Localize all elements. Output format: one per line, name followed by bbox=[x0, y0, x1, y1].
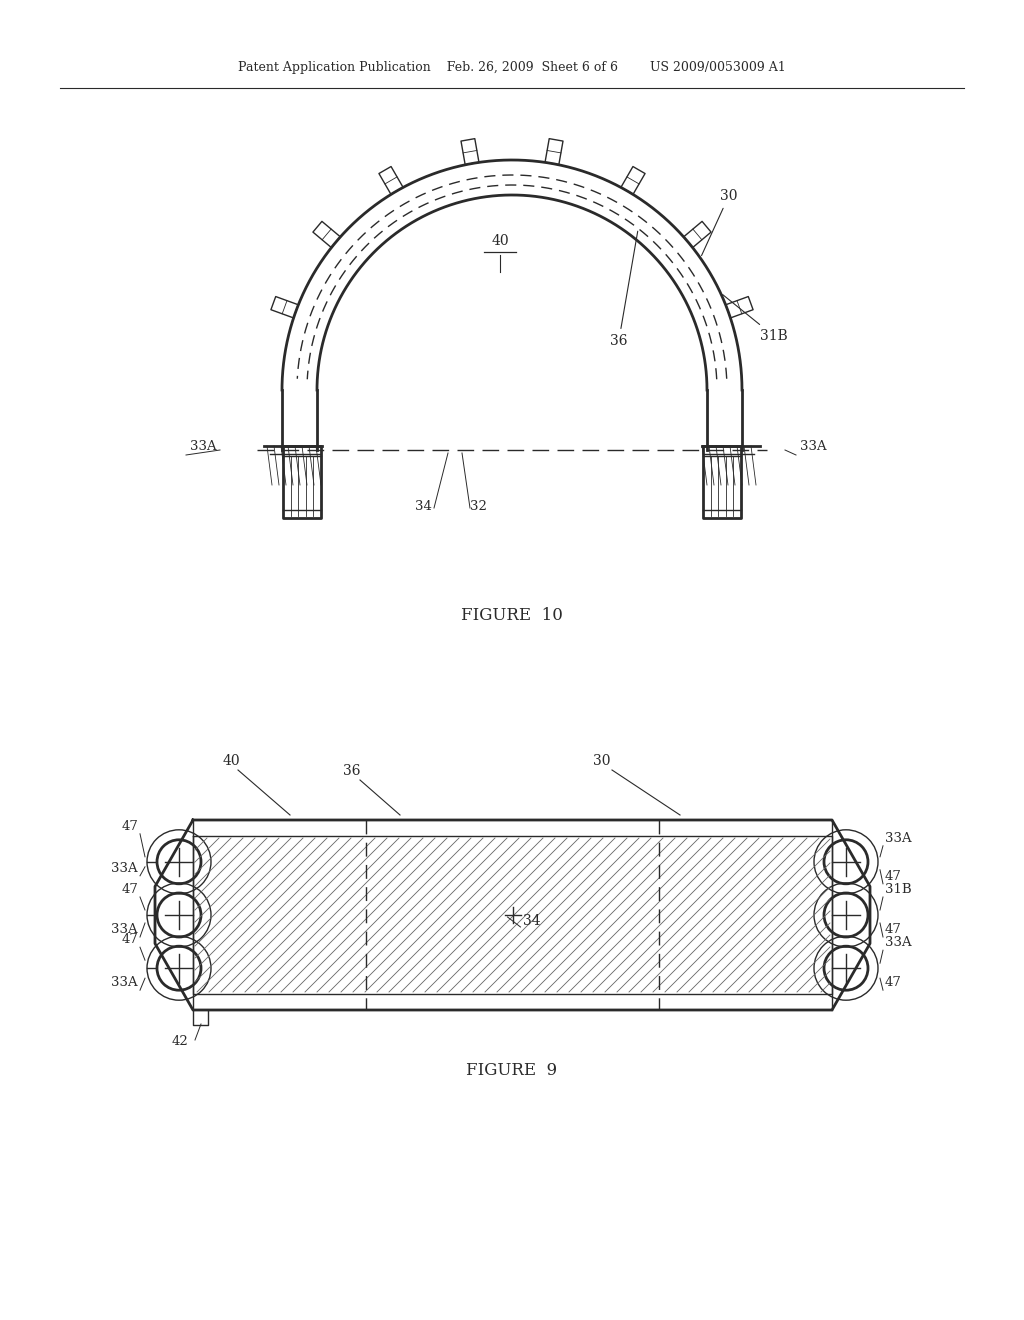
Text: 33A: 33A bbox=[112, 862, 138, 875]
Text: 33A: 33A bbox=[112, 977, 138, 989]
Text: Patent Application Publication    Feb. 26, 2009  Sheet 6 of 6        US 2009/005: Patent Application Publication Feb. 26, … bbox=[239, 62, 785, 74]
Text: 33A: 33A bbox=[800, 440, 826, 453]
Text: 32: 32 bbox=[470, 500, 486, 513]
Text: 34: 34 bbox=[415, 500, 432, 513]
Text: FIGURE  10: FIGURE 10 bbox=[461, 607, 563, 624]
Text: 33A: 33A bbox=[112, 923, 138, 936]
Text: 33A: 33A bbox=[885, 936, 911, 949]
Text: 47: 47 bbox=[121, 820, 138, 833]
Text: 33A: 33A bbox=[190, 440, 217, 453]
Text: 31B: 31B bbox=[885, 883, 911, 896]
Text: FIGURE  9: FIGURE 9 bbox=[467, 1063, 557, 1078]
Text: 47: 47 bbox=[885, 977, 902, 989]
Text: 36: 36 bbox=[610, 231, 638, 348]
Text: 30: 30 bbox=[701, 189, 737, 256]
Text: 33A: 33A bbox=[885, 832, 911, 845]
Text: 47: 47 bbox=[121, 933, 138, 946]
Text: 34: 34 bbox=[522, 913, 540, 928]
Text: 42: 42 bbox=[171, 1035, 188, 1048]
Text: 40: 40 bbox=[492, 234, 509, 248]
Text: 47: 47 bbox=[121, 883, 138, 896]
Text: 40: 40 bbox=[222, 754, 240, 768]
Text: 31B: 31B bbox=[723, 294, 787, 343]
Text: 30: 30 bbox=[593, 754, 610, 768]
Text: 47: 47 bbox=[885, 923, 902, 936]
Text: 36: 36 bbox=[342, 764, 360, 777]
Text: 47: 47 bbox=[885, 870, 902, 883]
